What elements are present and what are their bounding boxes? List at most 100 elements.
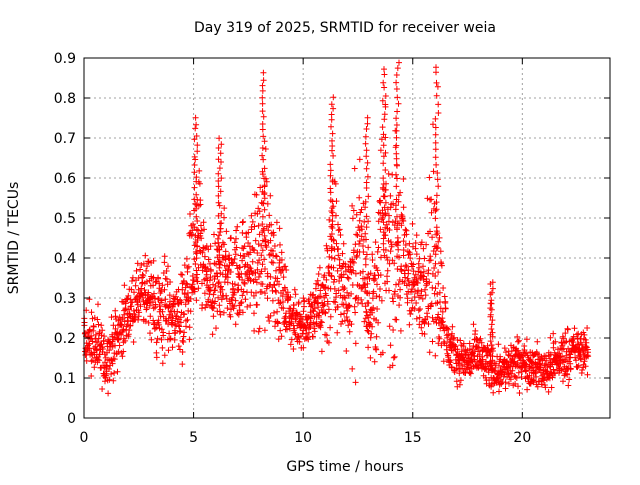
data-point-marker [135, 286, 142, 293]
data-point-marker [416, 314, 423, 321]
data-point-marker [393, 127, 400, 134]
data-point-marker [106, 347, 113, 354]
data-point-marker [393, 79, 400, 86]
data-point-marker [88, 309, 95, 316]
data-point-marker [249, 218, 256, 225]
data-point-marker [328, 254, 335, 261]
data-point-marker [433, 224, 440, 231]
data-point-marker [254, 301, 261, 308]
data-point-marker [221, 205, 228, 212]
data-point-marker [201, 264, 208, 271]
data-point-marker [245, 229, 252, 236]
data-point-marker [254, 259, 261, 266]
data-point-marker [472, 327, 479, 334]
data-point-marker [251, 327, 258, 334]
data-point-marker [432, 260, 439, 267]
data-point-marker [507, 352, 514, 359]
data-point-marker [263, 244, 270, 250]
data-point-marker [426, 174, 433, 181]
data-point-marker [439, 318, 446, 325]
data-point-marker [367, 334, 374, 341]
data-point-marker [397, 286, 404, 293]
data-point-marker [151, 290, 157, 297]
data-point-marker [432, 251, 439, 258]
data-point-marker [429, 314, 436, 321]
data-point-marker [449, 330, 455, 337]
data-point-marker [310, 308, 317, 315]
data-point-marker [200, 219, 207, 226]
data-point-marker [160, 329, 167, 336]
data-point-marker [331, 276, 338, 283]
data-point-marker [438, 342, 445, 349]
data-point-marker [240, 218, 247, 225]
data-point-marker [414, 280, 421, 286]
data-point-marker [217, 225, 224, 232]
data-point-marker [132, 282, 139, 289]
data-point-marker [357, 270, 364, 276]
data-point-marker [560, 335, 567, 342]
data-point-marker [254, 266, 261, 273]
data-point-marker [443, 342, 450, 349]
data-point-marker [89, 338, 96, 345]
data-point-marker [290, 302, 297, 309]
data-point-marker [329, 130, 336, 137]
data-point-marker [413, 300, 420, 306]
data-point-marker [210, 291, 217, 298]
data-point-marker [364, 327, 371, 334]
data-point-marker [227, 269, 234, 275]
data-point-marker [435, 311, 442, 318]
data-point-marker [412, 271, 419, 278]
data-point-marker [442, 300, 449, 306]
data-point-marker [365, 271, 372, 278]
data-point-marker [328, 236, 335, 243]
data-point-marker [369, 257, 376, 263]
data-point-marker [247, 302, 254, 309]
data-point-marker [199, 280, 205, 287]
data-point-marker [259, 261, 266, 268]
data-point-marker [385, 218, 392, 225]
data-point-marker [420, 245, 427, 252]
data-point-marker [282, 286, 288, 292]
data-point-marker [183, 323, 189, 330]
data-point-marker [145, 289, 152, 296]
data-point-marker [331, 255, 338, 262]
data-point-marker [270, 232, 277, 239]
data-point-marker [232, 297, 239, 304]
data-point-marker [390, 298, 397, 305]
data-point-marker [460, 340, 467, 347]
data-point-marker [167, 335, 174, 342]
data-point-marker [176, 323, 183, 330]
data-point-marker [344, 307, 351, 314]
data-point-marker [204, 265, 211, 272]
data-point-marker [178, 271, 184, 278]
data-point-marker [428, 209, 435, 216]
data-point-marker [344, 274, 351, 281]
data-point-marker [276, 281, 282, 288]
data-point-marker [326, 216, 333, 223]
data-point-marker [259, 108, 266, 115]
data-point-marker [435, 110, 442, 116]
data-point-marker [550, 330, 557, 337]
data-point-marker [210, 313, 217, 320]
data-point-marker [280, 299, 286, 305]
data-point-marker [372, 275, 379, 282]
data-point-marker [393, 115, 400, 122]
data-point-marker [218, 283, 224, 290]
data-point-marker [450, 335, 457, 342]
data-point-marker [395, 246, 402, 253]
data-point-marker [194, 243, 201, 250]
data-point-marker [231, 303, 238, 310]
data-point-marker [380, 160, 387, 167]
data-point-marker [414, 290, 421, 297]
data-point-marker [386, 212, 392, 219]
data-point-marker [267, 237, 274, 244]
data-point-marker [330, 105, 337, 112]
data-point-marker [386, 287, 392, 294]
data-point-marker [118, 321, 125, 328]
data-point-marker [241, 243, 248, 250]
data-point-marker [349, 365, 356, 372]
data-point-marker [397, 327, 404, 334]
data-point-marker [342, 295, 349, 302]
data-point-marker [325, 339, 332, 346]
